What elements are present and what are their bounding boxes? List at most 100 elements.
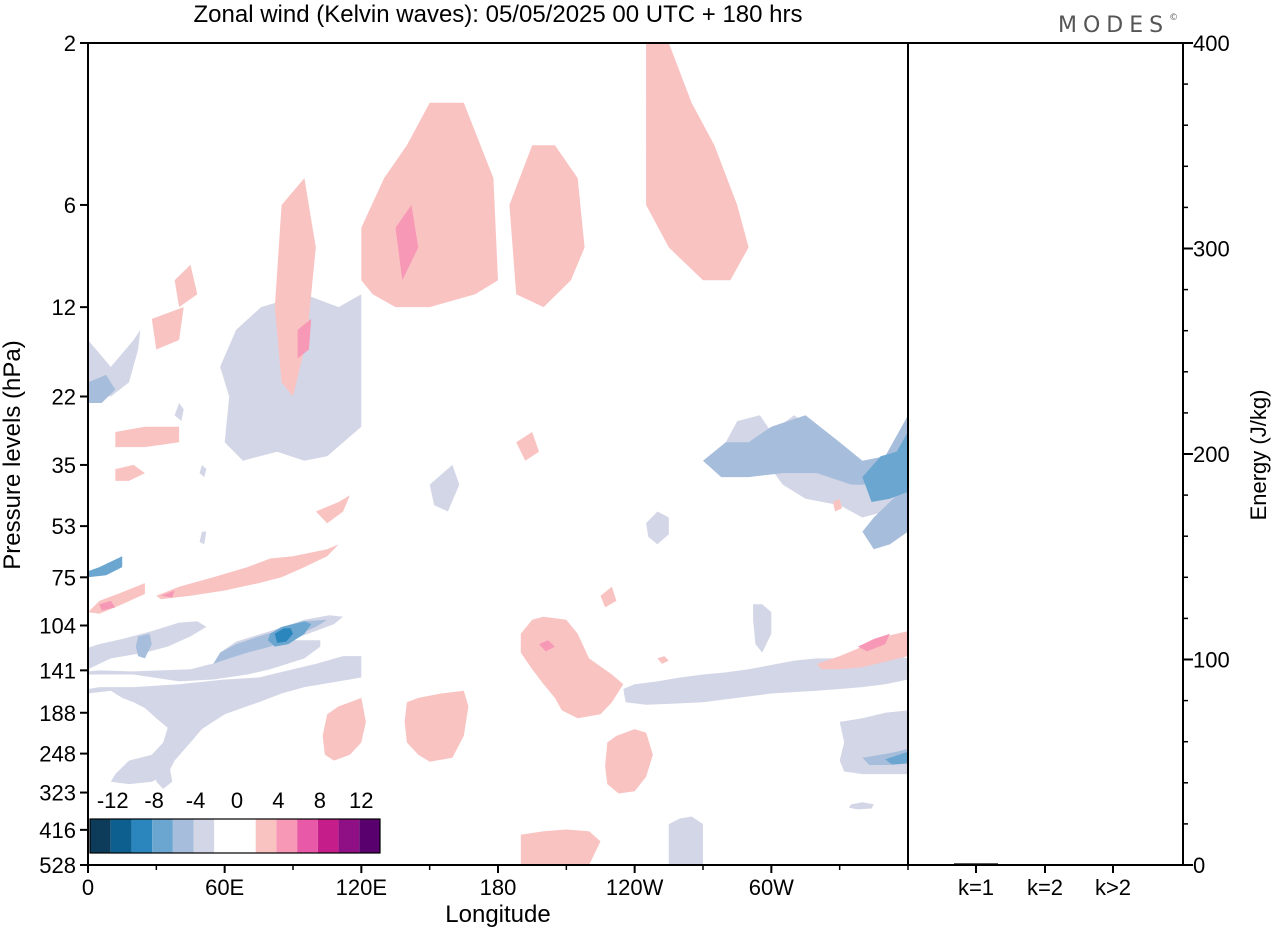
longitude-tick-label: 180 xyxy=(480,875,517,900)
colorbar-tick-label: -8 xyxy=(144,788,164,813)
westerly-anomaly-region xyxy=(600,586,617,608)
westerly-anomaly-region xyxy=(322,697,366,761)
longitude-tick-label: 0 xyxy=(82,875,94,900)
colorbar-tick-label: 0 xyxy=(231,788,243,813)
westerly-anomaly-region xyxy=(115,464,145,481)
colorbar-tick-label: -12 xyxy=(97,788,129,813)
westerly-anomaly-region xyxy=(657,656,669,664)
longitude-axis: 0 60E 120E 180 120W 60W xyxy=(82,865,909,900)
pressure-tick-label: 188 xyxy=(39,701,76,726)
pressure-tick-label: 416 xyxy=(39,818,76,843)
pressure-tick-label: 248 xyxy=(39,742,76,767)
energy-bar xyxy=(1023,864,1067,866)
westerly-anomaly-region xyxy=(832,498,842,512)
westerly-anomaly-region xyxy=(174,264,198,308)
x-axis-label: Longitude xyxy=(445,901,550,928)
colorbar-swatch xyxy=(255,819,277,853)
pressure-tick-label: 12 xyxy=(52,295,76,320)
energy-tick-label: 300 xyxy=(1193,237,1230,262)
energy-tick-label: 400 xyxy=(1193,31,1230,56)
colorbar-swatch xyxy=(131,819,153,853)
westerly-anomaly-region xyxy=(539,640,555,652)
colorbar-swatch xyxy=(152,819,173,853)
westerly-anomaly-region xyxy=(151,307,184,350)
energy-frame xyxy=(907,42,1184,866)
easterly-anomaly-region xyxy=(862,432,908,502)
westerly-anomaly-region xyxy=(520,829,601,865)
pressure-axis: 2 6 12 22 35 53 75 104 141 188 248 323 416 528 xyxy=(39,31,88,878)
easterly-anomaly-region xyxy=(646,511,669,545)
colorbar-swatch xyxy=(276,819,298,853)
colorbar-swatch xyxy=(235,819,256,853)
wavenumber-tick-label: k=2 xyxy=(1027,875,1063,900)
wavenumber-tick-label: k>2 xyxy=(1095,875,1131,900)
colorbar-swatch xyxy=(338,819,360,853)
colorbar-tick-label: 12 xyxy=(349,788,373,813)
westerly-anomaly-region xyxy=(857,633,890,652)
pressure-tick-label: 75 xyxy=(52,565,76,590)
energy-tick-label: 200 xyxy=(1193,442,1230,467)
easterly-anomaly-region xyxy=(199,531,207,545)
westerly-anomaly-region xyxy=(297,318,312,359)
easterly-anomaly-region xyxy=(135,633,152,659)
colorbar-outline xyxy=(89,818,381,854)
pressure-tick-label: 22 xyxy=(52,384,76,409)
colorbar-swatch xyxy=(193,819,215,853)
easterly-anomaly-region xyxy=(88,656,362,785)
chart-title: Zonal wind (Kelvin waves): 05/05/2025 00… xyxy=(194,1,803,28)
westerly-anomaly-region xyxy=(156,544,339,600)
brand-logo: MODES© xyxy=(1058,13,1184,38)
colorbar-legend: -12 -8 -4 0 4 8 12 xyxy=(89,788,381,854)
pressure-tick-label: 53 xyxy=(52,514,76,539)
wavenumber-axis: k=1 k=2 k>2 xyxy=(958,865,1131,900)
colorbar-swatch xyxy=(214,819,235,853)
westerly-anomaly-region xyxy=(520,616,624,719)
energy-tick-label: 0 xyxy=(1193,853,1205,878)
easterly-anomaly-region xyxy=(668,816,703,865)
westerly-anomaly-region xyxy=(516,432,539,461)
easterly-anomaly-region xyxy=(156,763,173,789)
easterly-anomaly-region xyxy=(429,464,460,512)
westerly-anomaly-region xyxy=(160,590,175,598)
easterly-anomaly-region xyxy=(753,604,772,653)
pressure-tick-label: 141 xyxy=(39,658,76,683)
westerly-anomaly-region xyxy=(115,426,180,448)
westerly-anomaly-region xyxy=(88,583,145,614)
pressure-tick-label: 6 xyxy=(64,193,76,218)
colorbar-tick-label: 4 xyxy=(272,788,284,813)
colorbar-swatch xyxy=(90,819,111,853)
energy-axis: 0 100 200 300 400 xyxy=(1183,31,1230,878)
pressure-tick-label: 528 xyxy=(39,853,76,878)
energy-axis-label: Energy (J/kg) xyxy=(1246,390,1271,521)
colorbar-swatch xyxy=(110,819,132,853)
easterly-anomaly-region xyxy=(274,628,293,643)
pressure-tick-label: 104 xyxy=(39,613,76,638)
longitude-tick-label: 60W xyxy=(749,875,794,900)
easterly-anomaly-region xyxy=(88,640,321,682)
easterly-anomaly-region xyxy=(199,464,207,478)
brand-mark: © xyxy=(1169,13,1184,23)
westerly-anomaly-region xyxy=(605,729,653,794)
easterly-anomaly-region xyxy=(174,403,184,422)
westerly-anomaly-region xyxy=(395,205,419,281)
y-axis-label: Pressure levels (hPa) xyxy=(0,340,26,569)
easterly-anomaly-region xyxy=(862,484,908,550)
colorbar-tick-label: 8 xyxy=(314,788,326,813)
longitude-tick-label: 120E xyxy=(336,875,387,900)
pressure-tick-label: 35 xyxy=(52,453,76,478)
energy-bar xyxy=(954,863,998,865)
westerly-anomaly-region xyxy=(646,43,749,281)
westerly-anomaly-region xyxy=(99,600,116,611)
energy-tick-label: 100 xyxy=(1193,648,1230,673)
easterly-anomaly-region xyxy=(88,374,116,403)
westerly-anomaly-region xyxy=(361,102,498,308)
pressure-tick-label: 323 xyxy=(39,781,76,806)
westerly-anomaly-region xyxy=(404,690,469,762)
easterly-anomaly-region xyxy=(703,415,908,485)
colorbar-swatch xyxy=(297,819,318,853)
contour-field xyxy=(88,43,908,865)
longitude-tick-label: 60E xyxy=(205,875,244,900)
colorbar-swatch xyxy=(359,819,380,853)
pressure-tick-label: 2 xyxy=(64,31,76,56)
